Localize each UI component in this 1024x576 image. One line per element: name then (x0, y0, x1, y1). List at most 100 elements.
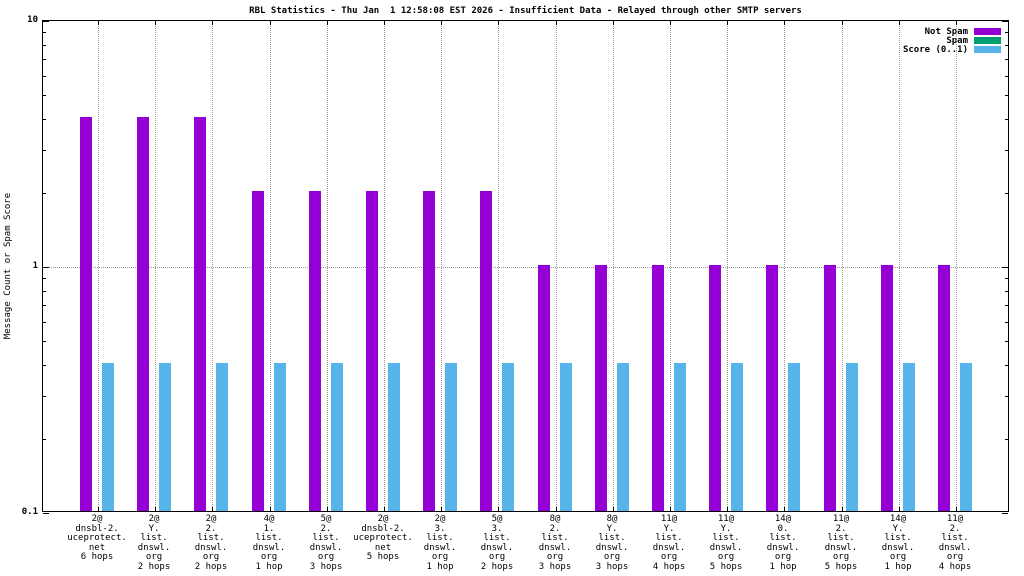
y-minor-tick (43, 322, 46, 323)
y-minor-tick (43, 291, 46, 292)
y-minor-tick (1005, 119, 1008, 120)
bar-not-spam (309, 191, 321, 511)
x-tick-mark (899, 507, 900, 511)
x-tick-mark (384, 507, 385, 511)
x-tick-label: 14@ 0. list. dnswl. org 1 hop (766, 514, 800, 572)
legend-swatch (974, 37, 1001, 44)
bar-score-0-1 (102, 363, 114, 511)
bar-score-0-1 (788, 363, 800, 511)
bar-not-spam (423, 191, 435, 511)
x-tick-mark (556, 507, 557, 511)
legend-label: Not Spam (924, 26, 968, 37)
bar-score-0-1 (903, 363, 915, 511)
y-minor-tick (1005, 396, 1008, 397)
bar-not-spam (652, 265, 664, 511)
y-major-tick (43, 513, 49, 514)
x-tick-label: 2@ dnsbl-2. uceprotect. net 5 hops (353, 514, 413, 562)
y-minor-tick (1005, 193, 1008, 194)
y-minor-tick (1005, 322, 1008, 323)
x-tick-label: 5@ 3. list. dnswl. org 2 hops (480, 514, 514, 572)
bar-score-0-1 (674, 363, 686, 511)
y-minor-tick (43, 278, 46, 279)
x-tick-mark (784, 507, 785, 511)
y-minor-tick (43, 305, 46, 306)
gridline-vertical (498, 21, 499, 511)
bar-score-0-1 (445, 363, 457, 511)
gridline-vertical (556, 21, 557, 511)
x-tick-mark (556, 21, 557, 25)
y-tick-label: 0.1 (21, 507, 38, 517)
bar-not-spam (194, 117, 206, 511)
y-major-tick (1002, 513, 1008, 514)
x-tick-mark (98, 507, 99, 511)
x-tick-mark (613, 507, 614, 511)
x-tick-label: 2@ dnsbl-2. uceprotect. net 6 hops (67, 514, 127, 562)
x-tick-mark (270, 507, 271, 511)
x-tick-mark (98, 21, 99, 25)
gridline-vertical (212, 21, 213, 511)
chart-title: RBL Statistics - Thu Jan 1 12:58:08 EST … (249, 6, 802, 16)
bar-not-spam (938, 265, 950, 511)
y-minor-tick (43, 32, 46, 33)
bar-score-0-1 (274, 363, 286, 511)
y-minor-tick (1005, 341, 1008, 342)
bar-not-spam (480, 191, 492, 511)
x-tick-label: 4@ 1. list. dnswl. org 1 hop (252, 514, 286, 572)
y-minor-tick (43, 59, 46, 60)
gridline-vertical (613, 21, 614, 511)
x-tick-label: 2@ 2. list. dnswl. org 2 hops (194, 514, 228, 572)
y-major-tick (1002, 21, 1008, 22)
y-minor-tick (1005, 439, 1008, 440)
y-minor-tick (1005, 278, 1008, 279)
x-tick-label: 5@ 2. list. dnswl. org 3 hops (309, 514, 343, 572)
x-tick-mark (498, 507, 499, 511)
y-minor-tick (1005, 150, 1008, 151)
x-tick-label: 11@ Y. list. dnswl. org 5 hops (709, 514, 743, 572)
y-minor-tick (1005, 32, 1008, 33)
y-minor-tick (1005, 45, 1008, 46)
bar-score-0-1 (960, 363, 972, 511)
x-tick-label: 2@ 3. list. dnswl. org 1 hop (423, 514, 457, 572)
y-minor-tick (43, 193, 46, 194)
x-tick-mark (498, 21, 499, 25)
y-minor-tick (1005, 76, 1008, 77)
plot-area: Not Spam Spam Score (0..1) (42, 20, 1009, 514)
x-tick-mark (212, 507, 213, 511)
legend-swatch (974, 46, 1001, 53)
y-major-tick (43, 267, 49, 268)
legend-item: Spam (903, 35, 1001, 46)
y-minor-tick (43, 439, 46, 440)
gridline-vertical (155, 21, 156, 511)
x-tick-mark (842, 507, 843, 511)
y-major-tick (43, 21, 49, 22)
bar-not-spam (137, 117, 149, 511)
x-tick-mark (670, 21, 671, 25)
y-minor-tick (1005, 95, 1008, 96)
x-tick-mark (212, 21, 213, 25)
bar-score-0-1 (846, 363, 858, 511)
x-tick-mark (956, 21, 957, 25)
y-minor-tick (43, 150, 46, 151)
x-tick-mark (384, 21, 385, 25)
bar-score-0-1 (216, 363, 228, 511)
bar-not-spam (709, 265, 721, 511)
x-tick-mark (441, 507, 442, 511)
legend-label: Spam (946, 35, 968, 46)
x-tick-mark (613, 21, 614, 25)
y-minor-tick (1005, 59, 1008, 60)
x-tick-label: 11@ Y. list. dnswl. org 4 hops (652, 514, 686, 572)
x-tick-mark (727, 507, 728, 511)
legend-item: Not Spam (903, 26, 1001, 37)
x-tick-mark (727, 21, 728, 25)
x-tick-mark (899, 21, 900, 25)
x-tick-mark (155, 21, 156, 25)
gridline-vertical (727, 21, 728, 511)
bar-score-0-1 (731, 363, 743, 511)
bar-score-0-1 (617, 363, 629, 511)
x-tick-mark (327, 21, 328, 25)
bar-not-spam (252, 191, 264, 511)
bar-score-0-1 (388, 363, 400, 511)
bar-score-0-1 (560, 363, 572, 511)
legend-item: Score (0..1) (903, 45, 1001, 55)
